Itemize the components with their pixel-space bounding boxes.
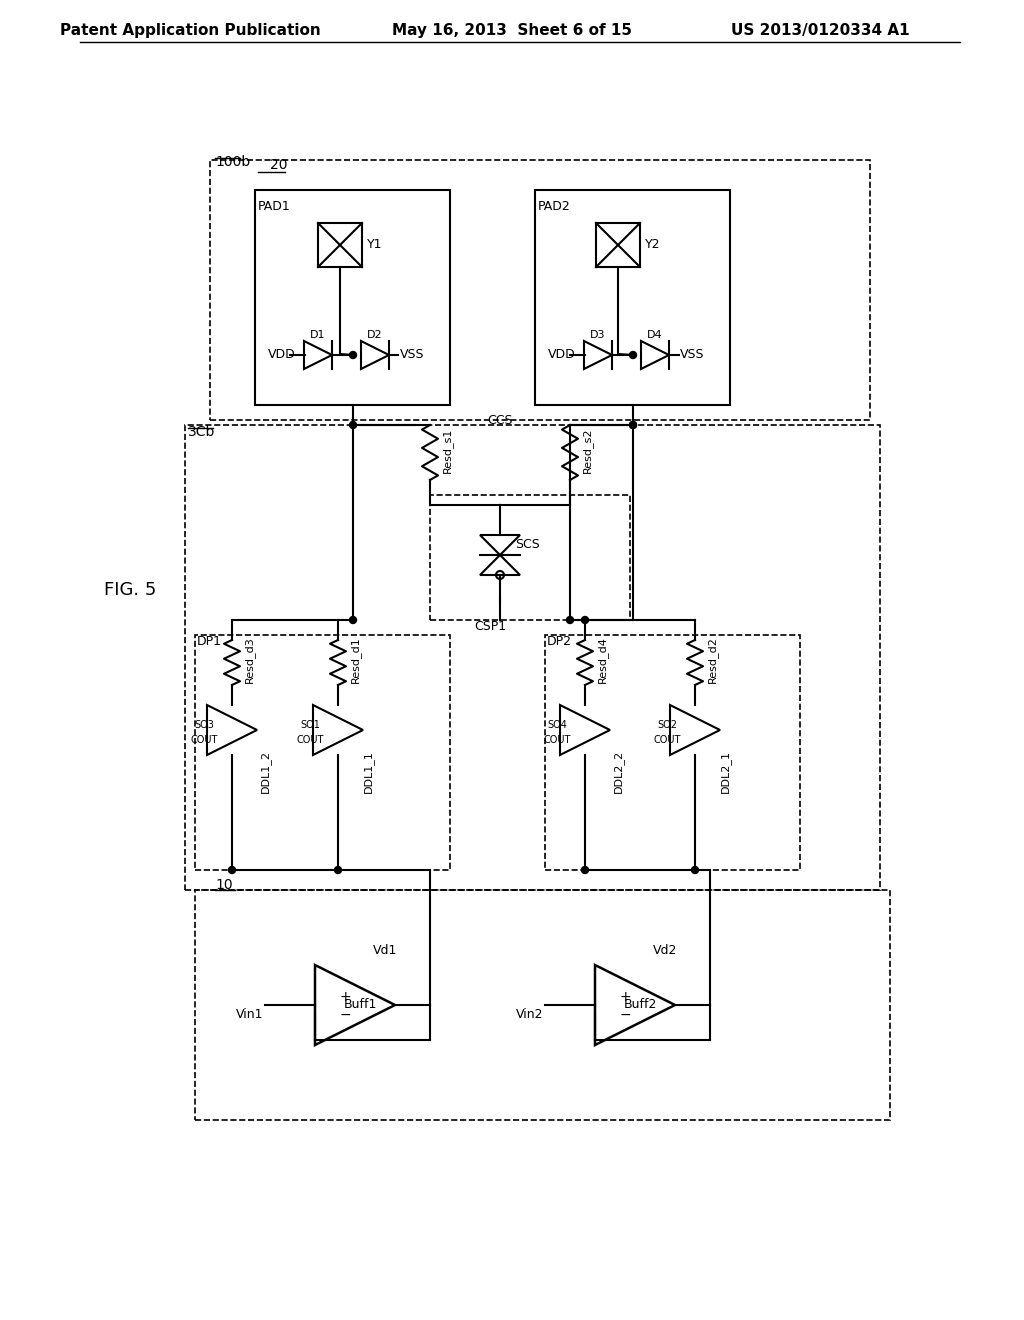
Text: Resd_d2: Resd_d2	[707, 636, 718, 684]
Text: PAD1: PAD1	[258, 201, 291, 213]
Text: VSS: VSS	[400, 348, 425, 362]
Bar	[195, 635, 450, 870]
Text: Resd_s1: Resd_s1	[442, 428, 453, 473]
Text: May 16, 2013  Sheet 6 of 15: May 16, 2013 Sheet 6 of 15	[392, 22, 632, 37]
Text: COUT: COUT	[653, 735, 681, 744]
Text: −: −	[339, 1008, 351, 1022]
Circle shape	[349, 616, 356, 623]
Circle shape	[630, 351, 637, 359]
Text: SO2: SO2	[657, 719, 677, 730]
Text: DDL2_1: DDL2_1	[720, 750, 730, 793]
Text: Vin2: Vin2	[516, 1008, 544, 1022]
Text: Resd_s2: Resd_s2	[582, 428, 593, 473]
Bar	[596, 223, 640, 267]
Text: DP2: DP2	[547, 635, 572, 648]
Bar	[535, 190, 730, 405]
Text: D3: D3	[590, 330, 606, 341]
Circle shape	[630, 421, 637, 429]
Circle shape	[582, 616, 589, 623]
Text: US 2013/0120334 A1: US 2013/0120334 A1	[731, 22, 909, 37]
Text: 10: 10	[215, 878, 232, 892]
Circle shape	[335, 866, 341, 874]
Text: Y1: Y1	[367, 239, 383, 252]
Bar	[545, 635, 800, 870]
Circle shape	[691, 866, 698, 874]
Text: Resd_d1: Resd_d1	[350, 636, 360, 684]
Text: 3Cb: 3Cb	[188, 425, 215, 440]
Text: Buff1: Buff1	[343, 998, 377, 1011]
Circle shape	[582, 866, 589, 874]
Text: Y2: Y2	[645, 239, 660, 252]
Bar	[195, 890, 890, 1119]
Text: 20: 20	[270, 158, 288, 172]
Bar	[255, 190, 450, 405]
Text: +: +	[339, 990, 351, 1005]
Text: DP1: DP1	[197, 635, 222, 648]
Text: SCS: SCS	[515, 539, 540, 552]
Text: Vin1: Vin1	[237, 1008, 264, 1022]
Text: VDD: VDD	[268, 348, 296, 362]
Text: D4: D4	[647, 330, 663, 341]
Text: COUT: COUT	[544, 735, 570, 744]
Text: Buff2: Buff2	[624, 998, 656, 1011]
Circle shape	[566, 616, 573, 623]
Text: Vd1: Vd1	[373, 944, 397, 957]
Circle shape	[349, 421, 356, 429]
Text: SO1: SO1	[300, 719, 319, 730]
Circle shape	[349, 351, 356, 359]
Text: SO3: SO3	[195, 719, 214, 730]
Text: COUT: COUT	[296, 735, 324, 744]
Text: VSS: VSS	[680, 348, 705, 362]
Text: Patent Application Publication: Patent Application Publication	[59, 22, 321, 37]
Text: D1: D1	[310, 330, 326, 341]
Text: +: +	[620, 990, 631, 1005]
Text: D2: D2	[368, 330, 383, 341]
Bar	[430, 495, 630, 620]
Text: Resd_d3: Resd_d3	[244, 636, 255, 684]
Text: PAD2: PAD2	[538, 201, 570, 213]
Circle shape	[630, 421, 637, 429]
Text: 100b: 100b	[215, 154, 250, 169]
Text: FIG. 5: FIG. 5	[103, 581, 157, 599]
Text: VDD: VDD	[548, 348, 575, 362]
Text: Resd_d4: Resd_d4	[597, 636, 608, 684]
Text: COUT: COUT	[190, 735, 218, 744]
Bar	[318, 223, 362, 267]
Text: CSP1: CSP1	[474, 620, 506, 634]
Text: DDL1_2: DDL1_2	[259, 750, 270, 793]
Bar	[210, 160, 870, 420]
Circle shape	[228, 866, 236, 874]
Text: SO4: SO4	[547, 719, 567, 730]
Text: DDL1_1: DDL1_1	[362, 750, 374, 793]
Text: CCS: CCS	[487, 413, 513, 426]
Bar	[185, 425, 880, 890]
Text: −: −	[620, 1008, 631, 1022]
Text: DDL2_2: DDL2_2	[612, 750, 624, 793]
Text: Vd2: Vd2	[653, 944, 677, 957]
